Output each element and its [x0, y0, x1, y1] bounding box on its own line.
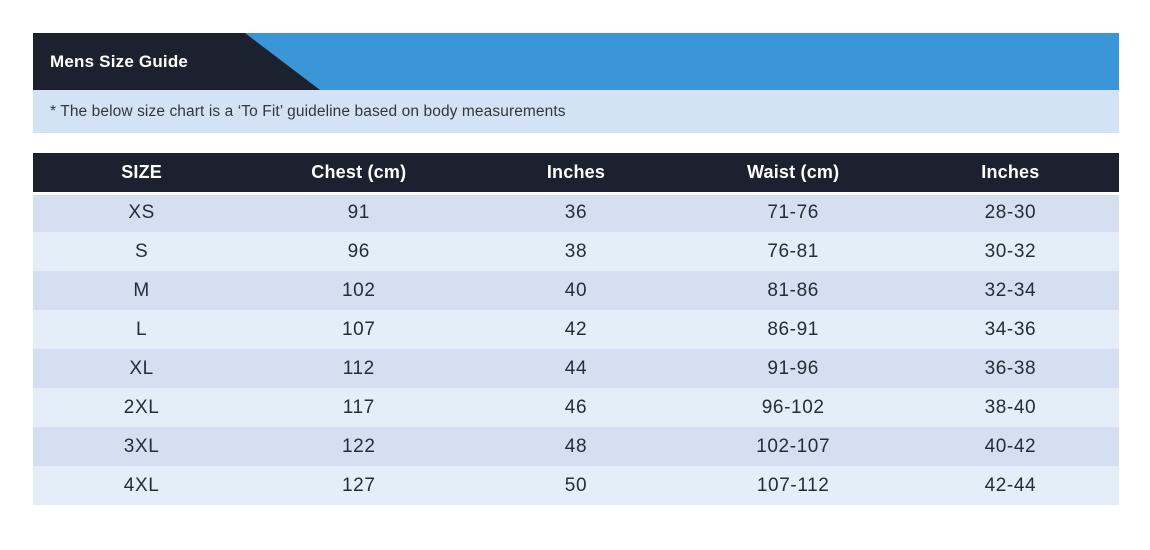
table-row: 2XL 117 46 96-102 38-40 [33, 388, 1119, 427]
table-cell: 86-91 [684, 310, 902, 349]
table-cell: 46 [467, 388, 685, 427]
table-row: 3XL 122 48 102-107 40-42 [33, 427, 1119, 466]
table-cell: 36-38 [901, 349, 1119, 388]
table-cell: 96-102 [684, 388, 902, 427]
table-cell: 96 [250, 232, 468, 271]
table-cell: 36 [467, 193, 685, 232]
table-cell: S [33, 232, 251, 271]
column-header: Waist (cm) [684, 153, 902, 195]
table-row: L 107 42 86-91 34-36 [33, 310, 1119, 349]
title-banner: Mens Size Guide [33, 33, 1119, 90]
note-text: * The below size chart is a ‘To Fit’ gui… [50, 102, 566, 120]
table-row: XL 112 44 91-96 36-38 [33, 349, 1119, 388]
table-cell: 107-112 [684, 466, 902, 505]
table-cell: 4XL [33, 466, 251, 505]
table-cell: 30-32 [901, 232, 1119, 271]
table-cell: 38 [467, 232, 685, 271]
table-cell: 42-44 [901, 466, 1119, 505]
table-cell: 34-36 [901, 310, 1119, 349]
column-header: Chest (cm) [250, 153, 468, 195]
table-cell: L [33, 310, 251, 349]
table-cell: 40-42 [901, 427, 1119, 466]
size-table: SIZE Chest (cm) Inches Waist (cm) Inches XS 9… [33, 153, 1119, 505]
table-row: S 96 38 76-81 30-32 [33, 232, 1119, 271]
table-cell: 91-96 [684, 349, 902, 388]
table-cell: 91 [250, 193, 468, 232]
table-cell: 112 [250, 349, 468, 388]
table-cell: 102-107 [684, 427, 902, 466]
column-header: SIZE [33, 153, 251, 195]
column-header: Inches [467, 153, 685, 195]
table-cell: 81-86 [684, 271, 902, 310]
table-cell: 107 [250, 310, 468, 349]
table-row: XS 91 36 71-76 28-30 [33, 193, 1119, 232]
table-cell: XS [33, 193, 251, 232]
table-cell: 40 [467, 271, 685, 310]
table-cell: 71-76 [684, 193, 902, 232]
table-cell: 76-81 [684, 232, 902, 271]
table-cell: 102 [250, 271, 468, 310]
table-cell: M [33, 271, 251, 310]
table-header-row: SIZE Chest (cm) Inches Waist (cm) Inches [33, 153, 1119, 195]
table-cell: 32-34 [901, 271, 1119, 310]
note-bar: * The below size chart is a ‘To Fit’ gui… [33, 90, 1119, 133]
page-title: Mens Size Guide [50, 51, 189, 71]
column-header: Inches [901, 153, 1119, 195]
table-cell: 2XL [33, 388, 251, 427]
table-cell: 3XL [33, 427, 251, 466]
table-cell: XL [33, 349, 251, 388]
table-cell: 122 [250, 427, 468, 466]
table-cell: 127 [250, 466, 468, 505]
title-tab: Mens Size Guide [33, 33, 320, 90]
table-cell: 50 [467, 466, 685, 505]
table-row: M 102 40 81-86 32-34 [33, 271, 1119, 310]
table-cell: 48 [467, 427, 685, 466]
table-cell: 28-30 [901, 193, 1119, 232]
table-cell: 38-40 [901, 388, 1119, 427]
table-cell: 44 [467, 349, 685, 388]
table-body: XS 91 36 71-76 28-30 S 96 38 76-81 30-32 M 102 40 81-… [33, 193, 1119, 505]
table-cell: 42 [467, 310, 685, 349]
table-cell: 117 [250, 388, 468, 427]
table-row: 4XL 127 50 107-112 42-44 [33, 466, 1119, 505]
